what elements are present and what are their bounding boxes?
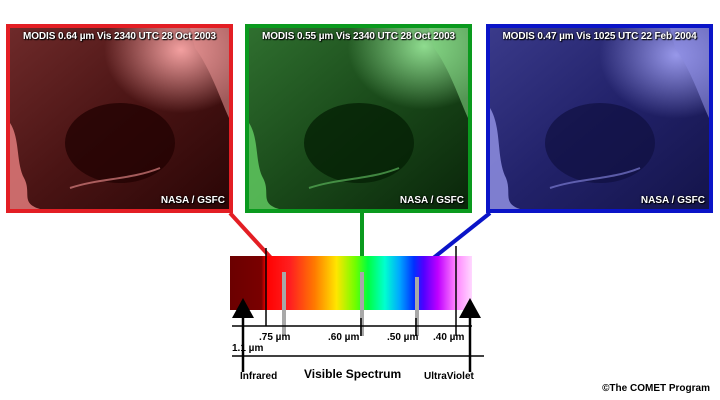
blue-channel-panel: MODIS 0.47 µm Vis 1025 UTC 22 Feb 2004 N… — [486, 24, 713, 213]
red-channel-image — [10, 28, 229, 209]
ultraviolet-arrow-icon — [459, 298, 481, 318]
ultraviolet-label: UltraViolet — [424, 371, 474, 382]
tick-label-11: 1.1 µm — [232, 343, 263, 354]
spectrum-bar — [230, 256, 472, 310]
infrared-arrow-icon — [232, 298, 254, 318]
tick-label-040: .40 µm — [433, 332, 464, 343]
green-channel-panel: MODIS 0.55 µm Vis 2340 UTC 28 Oct 2003 N… — [245, 24, 472, 213]
blue-panel-label: MODIS 0.47 µm Vis 1025 UTC 22 Feb 2004 — [502, 31, 697, 42]
red-panel-credit: NASA / GSFC — [160, 195, 225, 206]
tick-label-075: .75 µm — [259, 332, 290, 343]
visible-spectrum-label: Visible Spectrum — [304, 367, 401, 381]
copyright-notice: ©The COMET Program — [602, 383, 710, 394]
infrared-label: Infrared — [240, 371, 277, 382]
green-channel-image — [249, 28, 468, 209]
red-channel-panel: MODIS 0.64 µm Vis 2340 UTC 28 Oct 2003 N… — [6, 24, 233, 213]
blue-channel-image — [490, 28, 709, 209]
blue-band-marker — [415, 277, 419, 336]
green-panel-credit: NASA / GSFC — [399, 195, 464, 206]
tick-label-050: .50 µm — [387, 332, 418, 343]
red-panel-label: MODIS 0.64 µm Vis 2340 UTC 28 Oct 2003 — [23, 31, 216, 42]
tick-label-060: .60 µm — [328, 332, 359, 343]
green-panel-label: MODIS 0.55 µm Vis 2340 UTC 28 Oct 2003 — [262, 31, 455, 42]
blue-panel-credit: NASA / GSFC — [640, 195, 705, 206]
red-band-marker — [282, 272, 286, 336]
green-band-marker — [360, 272, 364, 336]
